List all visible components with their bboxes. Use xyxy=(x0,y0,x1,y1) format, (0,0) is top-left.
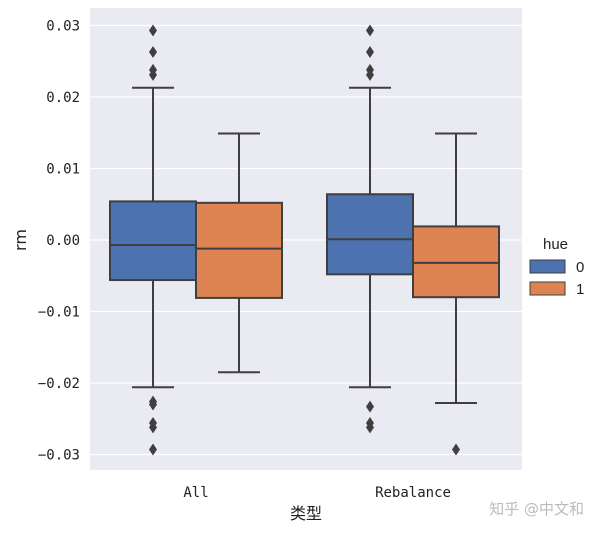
y-axis-label: rm xyxy=(11,229,30,251)
y-tick-label: −0.03 xyxy=(38,448,80,464)
outlier-point xyxy=(366,400,374,413)
outlier-point xyxy=(366,421,374,434)
box-iqr xyxy=(195,201,283,299)
outlier-point xyxy=(149,68,157,81)
outlier-point xyxy=(149,421,157,434)
box-iqr xyxy=(326,193,414,276)
box-1-all xyxy=(195,132,283,374)
outlier-point xyxy=(149,398,157,411)
y-tick-label: 0.02 xyxy=(46,90,80,106)
y-tick-label: −0.02 xyxy=(38,376,80,392)
legend-label-1: 1 xyxy=(576,281,584,298)
x-tick-label: Rebalance xyxy=(375,485,451,501)
box-1-rebalance xyxy=(412,132,500,456)
legend-swatch-0 xyxy=(529,259,566,274)
legend-label-0: 0 xyxy=(576,259,584,276)
y-tick-label: 0.01 xyxy=(46,162,80,178)
outlier-point xyxy=(149,443,157,456)
outlier-point xyxy=(366,68,374,81)
y-tick-label: 0.00 xyxy=(46,233,80,249)
box-0-rebalance xyxy=(326,24,414,434)
box-iqr xyxy=(412,225,500,299)
legend-title: hue xyxy=(543,236,568,253)
y-axis-ticks: 0.03 0.02 0.01 0.00 −0.01 −0.02 −0.03 xyxy=(38,19,80,464)
outlier-point xyxy=(366,45,374,58)
y-tick-label: −0.01 xyxy=(38,305,80,321)
outlier-point xyxy=(452,443,460,456)
outlier-point xyxy=(366,24,374,37)
x-axis-label: 类型 xyxy=(290,504,322,523)
legend-swatch-1 xyxy=(529,281,566,296)
x-tick-label: All xyxy=(183,485,208,501)
y-tick-label: 0.03 xyxy=(46,19,80,35)
legend: hue 0 1 xyxy=(529,236,584,298)
box-iqr xyxy=(109,200,197,282)
watermark: 知乎 @中文和 xyxy=(489,500,584,518)
outlier-point xyxy=(149,24,157,37)
boxes xyxy=(109,24,500,456)
x-axis-ticks: All Rebalance xyxy=(183,485,451,501)
outlier-point xyxy=(149,45,157,58)
